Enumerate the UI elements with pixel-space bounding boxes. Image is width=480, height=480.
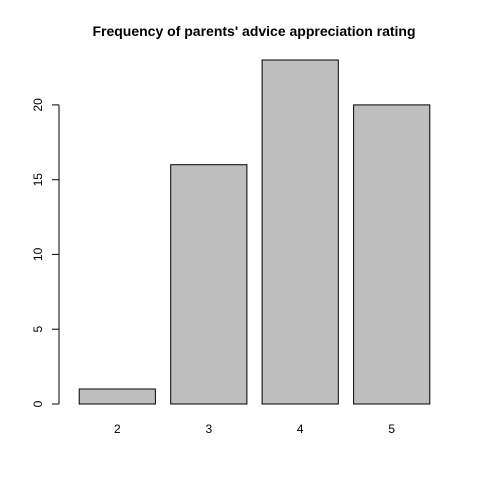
y-tick-label-10: 10 xyxy=(31,247,45,261)
bar-2 xyxy=(78,388,156,405)
y-tick-label-0: 0 xyxy=(31,400,45,407)
x-tick-label-2: 2 xyxy=(114,422,121,436)
x-tick-label-4: 4 xyxy=(297,422,304,436)
x-tick-label-3: 3 xyxy=(205,422,212,436)
bar-3 xyxy=(170,164,248,405)
bars-layer xyxy=(78,59,431,405)
y-tick-label-15: 15 xyxy=(31,173,45,187)
bar-4 xyxy=(261,59,339,405)
bar-5 xyxy=(353,104,431,405)
x-tick-label-5: 5 xyxy=(388,422,395,436)
y-tick-label-5: 5 xyxy=(31,326,45,333)
chart-title: Frequency of parents' advice appreciatio… xyxy=(92,23,415,39)
x-axis-labels: 2 3 4 5 xyxy=(114,422,395,436)
y-tick-label-20: 20 xyxy=(31,98,45,112)
y-axis: 0 5 10 15 20 xyxy=(31,98,60,407)
